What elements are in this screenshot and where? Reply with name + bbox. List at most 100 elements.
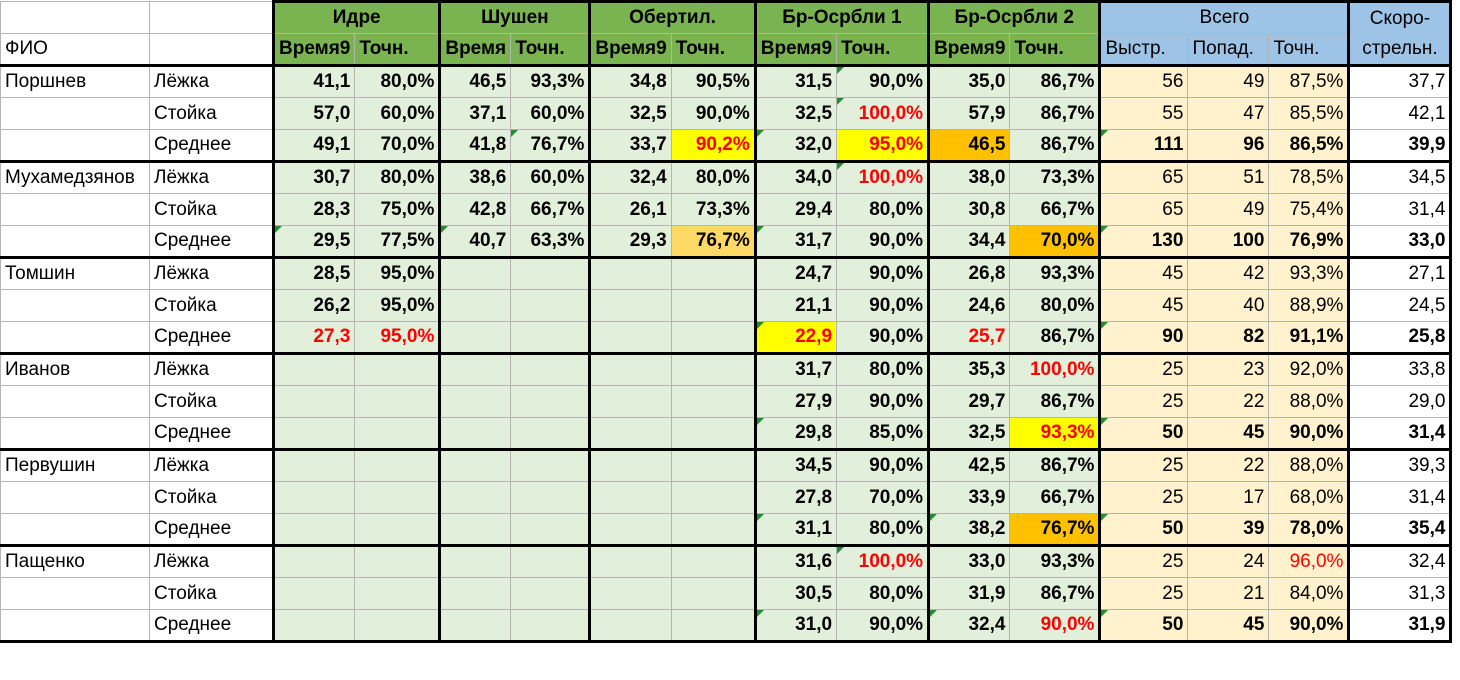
cell-time[interactable]	[271, 417, 356, 450]
cell-accuracy[interactable]: 60,0%	[510, 97, 591, 130]
cell-speed[interactable]: 31,4	[1347, 481, 1453, 514]
cell-time[interactable]: 31,6	[753, 544, 838, 578]
cell-accuracy[interactable]: 66,7%	[510, 193, 591, 226]
cell-accuracy[interactable]: 86,7%	[1009, 448, 1101, 482]
cell-accuracy[interactable]: 100,0%	[836, 97, 930, 130]
cell-time[interactable]: 29,8	[753, 417, 838, 450]
cell-accuracy[interactable]: 90,0%	[836, 64, 930, 98]
cell-time[interactable]: 31,9	[927, 577, 1011, 610]
cell-accuracy[interactable]: 80,0%	[354, 64, 441, 98]
cell-accuracy[interactable]	[510, 448, 591, 482]
cell-accuracy[interactable]: 90,0%	[670, 97, 756, 130]
cell-accuracy[interactable]: 80,0%	[354, 160, 441, 194]
cell-accuracy[interactable]	[670, 417, 756, 450]
cell-position[interactable]: Стойка	[149, 385, 274, 418]
cell-position[interactable]: Стойка	[149, 289, 274, 322]
cell-total-accuracy[interactable]: 90,0%	[1268, 609, 1350, 643]
cell-shots[interactable]: 65	[1098, 160, 1189, 194]
cell-accuracy[interactable]	[510, 385, 591, 418]
cell-time[interactable]	[438, 544, 512, 578]
cell-accuracy[interactable]: 90,2%	[670, 129, 756, 162]
empty-header-cell[interactable]	[149, 33, 274, 66]
cell-hits[interactable]: 49	[1187, 64, 1270, 98]
cell-position[interactable]: Стойка	[149, 577, 274, 610]
cell-fio[interactable]: Томшин	[0, 256, 150, 290]
cell-accuracy[interactable]	[354, 577, 441, 610]
cell-accuracy[interactable]: 86,7%	[1009, 97, 1101, 130]
cell-time[interactable]: 29,5	[271, 225, 356, 258]
cell-speed[interactable]: 24,5	[1347, 289, 1453, 322]
cell-hits[interactable]: 45	[1187, 609, 1270, 643]
cell-hits[interactable]: 21	[1187, 577, 1270, 610]
cell-time[interactable]	[588, 385, 672, 418]
cell-accuracy[interactable]: 93,3%	[1009, 544, 1101, 578]
cell-speed[interactable]: 32,4	[1347, 544, 1453, 578]
sub-header-accuracy[interactable]: Точн.	[1009, 33, 1101, 66]
cell-time[interactable]	[588, 321, 672, 354]
group-header-obertil[interactable]: Обертил.	[588, 0, 756, 34]
cell-speed[interactable]: 33,8	[1347, 352, 1453, 386]
cell-time[interactable]	[271, 352, 356, 386]
cell-shots[interactable]: 25	[1098, 448, 1189, 482]
cell-time[interactable]: 35,0	[927, 64, 1011, 98]
cell-time[interactable]	[271, 577, 356, 610]
cell-time[interactable]: 32,4	[927, 609, 1011, 643]
cell-accuracy[interactable]: 80,0%	[836, 577, 930, 610]
cell-total-accuracy[interactable]: 84,0%	[1268, 577, 1350, 610]
cell-time[interactable]	[438, 385, 512, 418]
cell-time[interactable]	[271, 481, 356, 514]
cell-time[interactable]	[438, 448, 512, 482]
cell-time[interactable]: 42,5	[927, 448, 1011, 482]
cell-position[interactable]: Среднее	[149, 129, 274, 162]
cell-accuracy[interactable]	[670, 481, 756, 514]
cell-shots[interactable]: 25	[1098, 352, 1189, 386]
cell-speed[interactable]: 34,5	[1347, 160, 1453, 194]
cell-time[interactable]	[438, 352, 512, 386]
cell-time[interactable]: 25,7	[927, 321, 1011, 354]
cell-total-accuracy[interactable]: 68,0%	[1268, 481, 1350, 514]
cell-time[interactable]: 31,0	[753, 609, 838, 643]
cell-time[interactable]: 38,0	[927, 160, 1011, 194]
cell-time[interactable]	[588, 513, 672, 546]
group-header-br1[interactable]: Бр-Осрбли 1	[753, 0, 930, 34]
cell-hits[interactable]: 23	[1187, 352, 1270, 386]
cell-position[interactable]: Среднее	[149, 513, 274, 546]
cell-speed[interactable]: 35,4	[1347, 513, 1453, 546]
cell-fio[interactable]	[0, 577, 150, 610]
cell-time[interactable]: 29,7	[927, 385, 1011, 418]
cell-speed[interactable]: 29,0	[1347, 385, 1453, 418]
cell-accuracy[interactable]: 66,7%	[1009, 193, 1101, 226]
cell-fio[interactable]	[0, 609, 150, 643]
cell-accuracy[interactable]	[670, 544, 756, 578]
cell-accuracy[interactable]: 70,0%	[1009, 225, 1101, 258]
cell-shots[interactable]: 25	[1098, 544, 1189, 578]
cell-time[interactable]: 32,0	[753, 129, 838, 162]
cell-accuracy[interactable]: 86,7%	[1009, 577, 1101, 610]
cell-accuracy[interactable]: 86,7%	[1009, 64, 1101, 98]
cell-time[interactable]: 30,8	[927, 193, 1011, 226]
cell-time[interactable]	[438, 256, 512, 290]
cell-hits[interactable]: 40	[1187, 289, 1270, 322]
group-header-br2[interactable]: Бр-Осрбли 2	[927, 0, 1101, 34]
cell-time[interactable]: 35,3	[927, 352, 1011, 386]
cell-shots[interactable]: 65	[1098, 193, 1189, 226]
cell-accuracy[interactable]: 76,7%	[1009, 513, 1101, 546]
cell-accuracy[interactable]	[354, 513, 441, 546]
cell-fio[interactable]	[0, 513, 150, 546]
cell-fio[interactable]	[0, 481, 150, 514]
cell-time[interactable]: 41,8	[438, 129, 512, 162]
sub-header-accuracy[interactable]: Точн.	[670, 33, 756, 66]
cell-shots[interactable]: 56	[1098, 64, 1189, 98]
cell-shots[interactable]: 90	[1098, 321, 1189, 354]
cell-time[interactable]: 33,9	[927, 481, 1011, 514]
cell-time[interactable]	[588, 577, 672, 610]
speed-header[interactable]: Скоро- стрельн.	[1347, 0, 1453, 66]
cell-accuracy[interactable]	[354, 385, 441, 418]
sub-header-hits[interactable]: Попад.	[1187, 33, 1270, 66]
cell-accuracy[interactable]: 63,3%	[510, 225, 591, 258]
cell-accuracy[interactable]: 73,3%	[670, 193, 756, 226]
cell-speed[interactable]: 31,4	[1347, 417, 1453, 450]
cell-hits[interactable]: 39	[1187, 513, 1270, 546]
cell-time[interactable]: 26,8	[927, 256, 1011, 290]
cell-speed[interactable]: 31,3	[1347, 577, 1453, 610]
